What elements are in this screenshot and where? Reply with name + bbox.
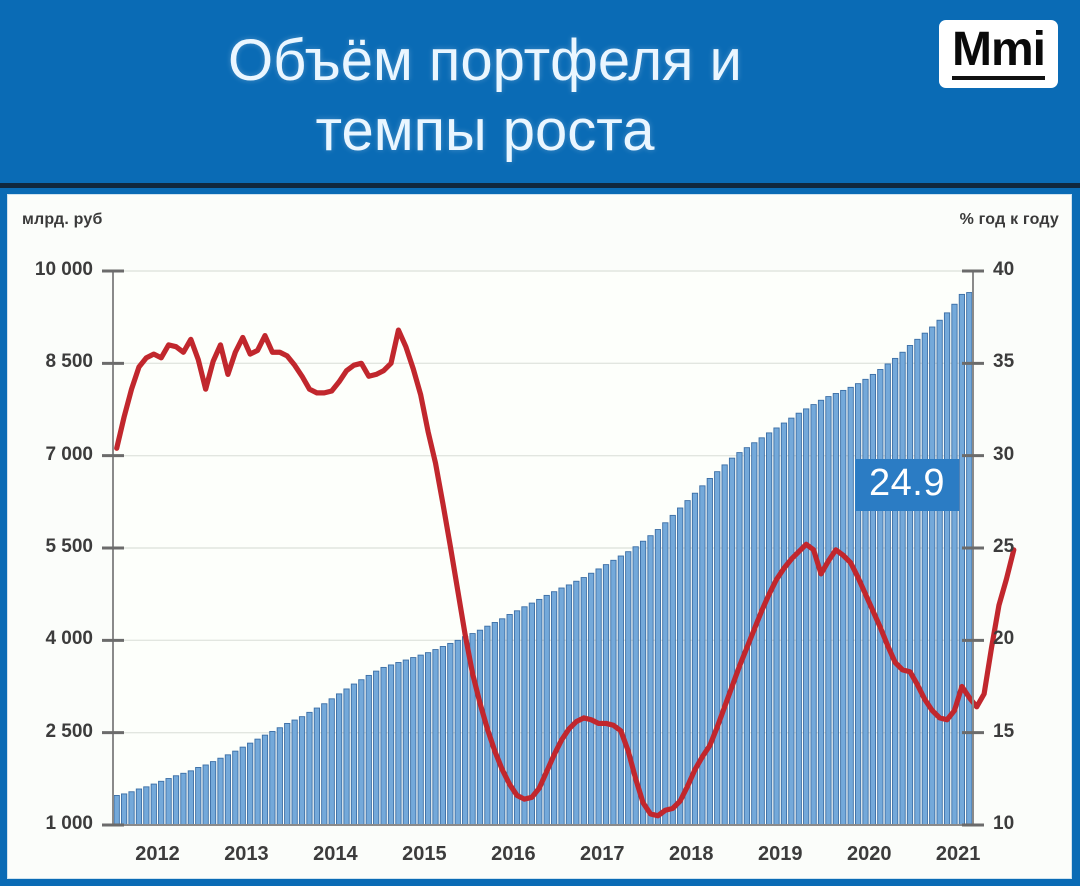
x-axis-tick: 2020 (846, 843, 892, 865)
x-axis-tick: 2017 (580, 843, 625, 865)
brand-logo-text: Mmi (952, 23, 1046, 76)
y-axis-right-tick: 30 (993, 443, 1015, 465)
y-axis-left-tick: 10 000 (34, 259, 93, 280)
x-axis-tick: 2019 (757, 843, 803, 865)
y-axis-left-tick: 1 000 (45, 813, 93, 834)
brand-logo-underline (952, 76, 1045, 80)
chart-canvas: млрд. руб % год к году 24.9 1 000 2 500 4 … (7, 194, 1072, 879)
header-banner: Объём портфеля и темпы роста Mmi (0, 0, 1080, 188)
y-axis-left-caption: млрд. руб (22, 211, 103, 228)
last-value-callout: 24.9 (855, 458, 959, 511)
x-axis-tick: 2012 (135, 843, 180, 865)
x-axis-tick: 2016 (491, 843, 536, 865)
y-axis-right-tick: 25 (993, 536, 1015, 557)
chart-plot (102, 269, 1017, 827)
header-divider (0, 183, 1080, 188)
y-axis-left-tick: 5 500 (45, 536, 93, 557)
y-axis-right-tick: 10 (993, 813, 1015, 834)
y-axis-left-tick: 7 000 (45, 443, 93, 465)
y-axis-right-tick: 20 (993, 628, 1015, 650)
y-axis-left-tick: 4 000 (45, 628, 93, 650)
chart-panel: млрд. руб % год к году 24.9 1 000 2 500 4 … (0, 188, 1080, 886)
x-axis-tick: 2014 (313, 843, 358, 865)
y-axis-left-tick: 8 500 (45, 351, 93, 373)
x-axis-tick: 2018 (669, 843, 714, 865)
y-axis-right-tick: 35 (993, 351, 1015, 373)
y-axis-right-tick: 40 (993, 259, 1015, 280)
page-title: Объём портфеля и темпы роста (228, 28, 742, 163)
brand-logo: Mmi (939, 20, 1058, 88)
x-axis-tick: 2021 (935, 843, 981, 865)
x-axis-tick: 2015 (402, 843, 447, 865)
x-axis-tick: 2013 (224, 843, 269, 865)
y-axis-right-tick: 15 (993, 720, 1015, 742)
y-axis-left-tick: 2 500 (45, 720, 93, 742)
y-axis-right-caption: % год к году (959, 211, 1059, 228)
